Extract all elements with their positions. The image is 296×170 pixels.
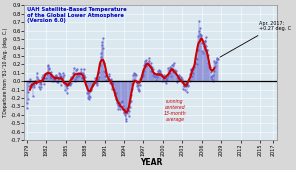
- X-axis label: YEAR: YEAR: [140, 158, 162, 167]
- Text: Apr. 2017:
+0.27 deg. C: Apr. 2017: +0.27 deg. C: [220, 21, 291, 57]
- Text: UAH Satellite-Based Temperature
of the Global Lower Atmosphere
(Version 6.0): UAH Satellite-Based Temperature of the G…: [27, 7, 127, 23]
- Y-axis label: T Departure from '81-'10 Avg. (deg. C.): T Departure from '81-'10 Avg. (deg. C.): [4, 28, 9, 118]
- Text: running
centered
13-month
average: running centered 13-month average: [164, 99, 186, 122]
